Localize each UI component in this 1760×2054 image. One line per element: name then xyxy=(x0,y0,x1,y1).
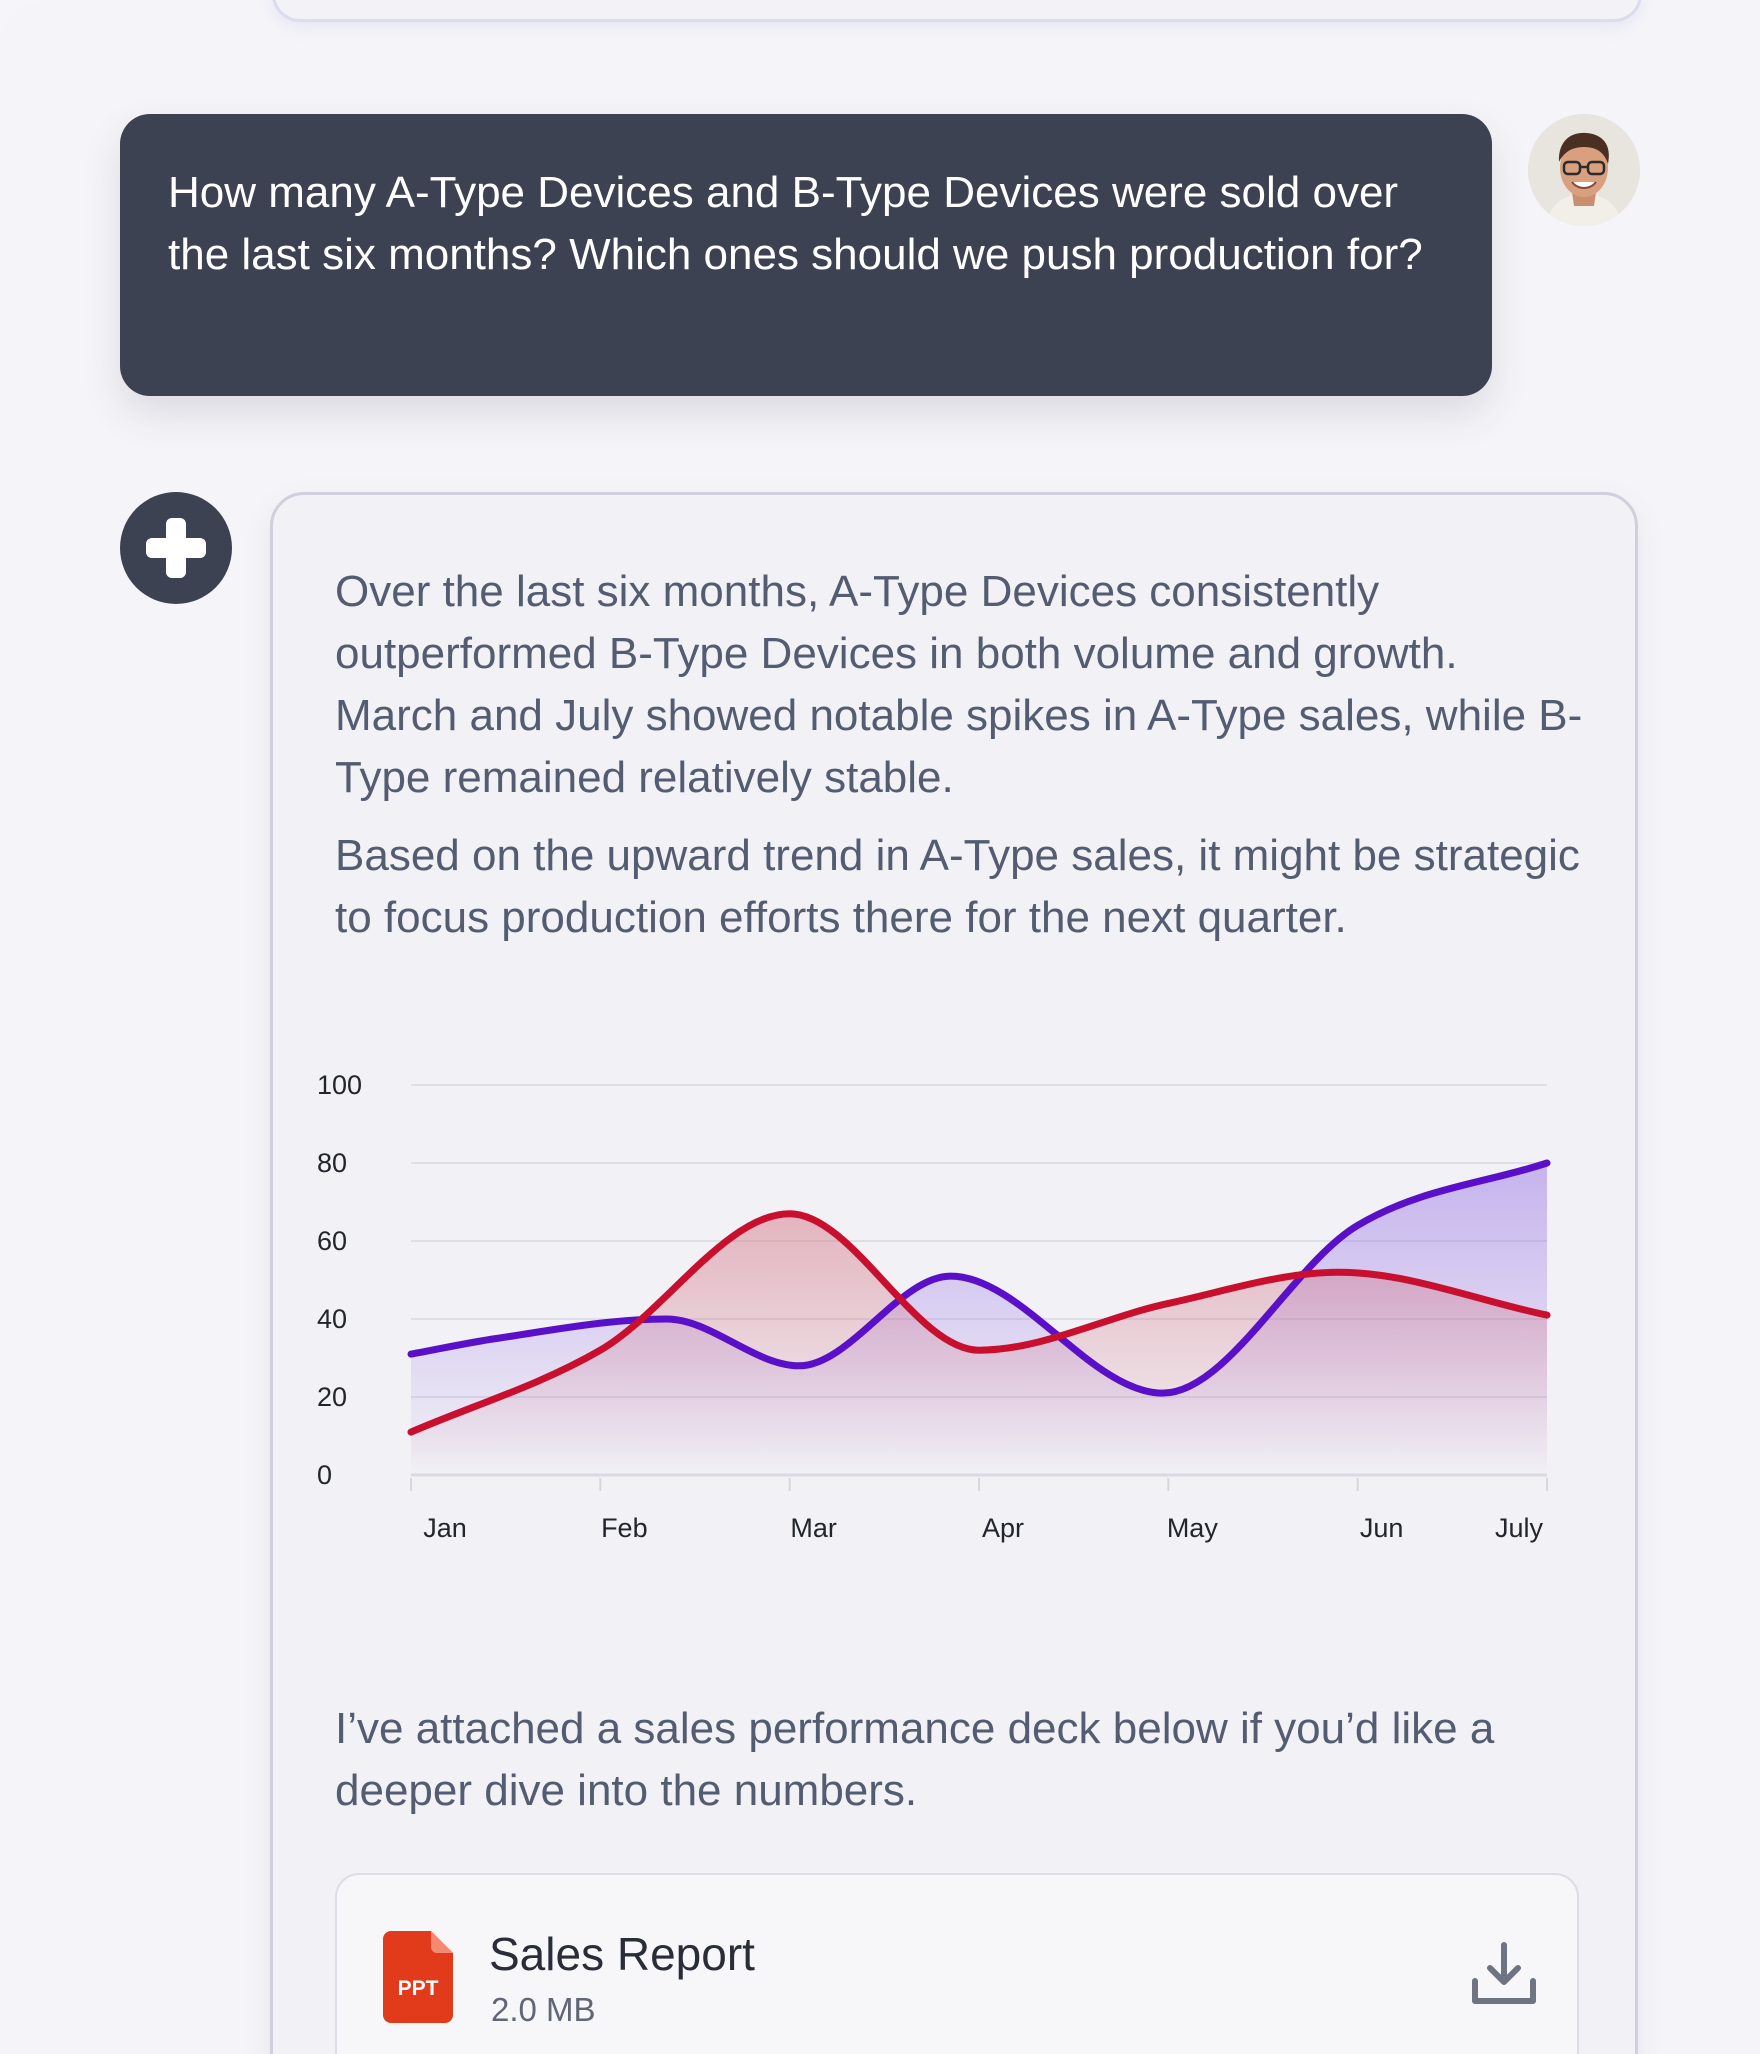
assistant-icon xyxy=(120,492,232,604)
assistant-paragraph-2: Based on the upward trend in A-Type sale… xyxy=(335,831,1580,942)
y-tick-label: 40 xyxy=(317,1304,347,1334)
attachment-size: 2.0 MB xyxy=(491,1991,596,2028)
series-line-1 xyxy=(407,1159,1551,1397)
download-icon[interactable] xyxy=(1471,1941,1537,2007)
attachment-title: Sales Report xyxy=(489,1928,755,1980)
x-tick-label: Apr xyxy=(982,1513,1024,1543)
y-tick-label: 20 xyxy=(317,1382,347,1412)
series-area-2 xyxy=(411,1213,1547,1475)
y-tick-label: 60 xyxy=(317,1226,347,1256)
y-tick-label: 80 xyxy=(317,1148,347,1178)
ppt-badge: PPT xyxy=(398,1977,439,2000)
user-message-bubble: How many A-Type Devices and B-Type Devic… xyxy=(120,114,1492,396)
x-tick-label: May xyxy=(1167,1513,1219,1543)
y-tick-label: 100 xyxy=(317,1070,362,1100)
y-tick-label: 0 xyxy=(317,1460,332,1490)
ppt-file-icon: PPT xyxy=(383,1931,453,2023)
previous-message-card xyxy=(272,0,1642,22)
x-tick-label: Jun xyxy=(1360,1513,1404,1543)
assistant-paragraph-3: I’ve attached a sales performance deck b… xyxy=(335,1704,1495,1815)
x-tick-label: Jan xyxy=(423,1513,467,1543)
sales-line-chart: 0 20 40 60 80 100 Jan Feb Mar Apr May Jun July xyxy=(317,1070,1551,1543)
x-tick-label: Mar xyxy=(790,1513,837,1543)
assistant-paragraph-1: Over the last six months, A-Type Devices… xyxy=(335,567,1583,802)
series-line-2 xyxy=(407,1210,1551,1436)
assistant-message-card: Over the last six months, A-Type Devices… xyxy=(270,492,1638,2054)
user-message-text: How many A-Type Devices and B-Type Devic… xyxy=(168,168,1423,279)
x-tick-label: July xyxy=(1495,1513,1544,1543)
x-tick-label: Feb xyxy=(601,1513,648,1543)
user-avatar[interactable] xyxy=(1528,114,1640,226)
plus-icon xyxy=(146,518,206,578)
attachment-card[interactable]: PPT Sales Report 2.0 MB xyxy=(335,1873,1579,2054)
